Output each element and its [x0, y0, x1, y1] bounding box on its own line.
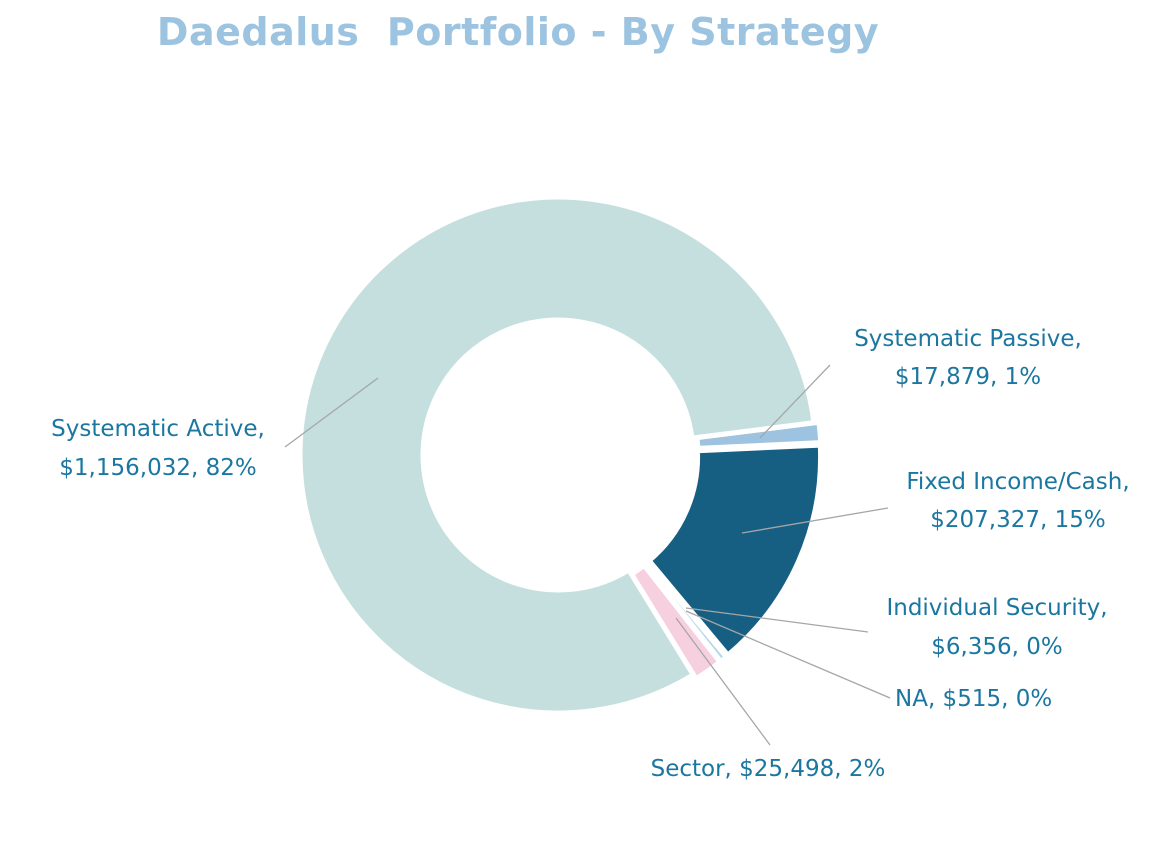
data-label: NA, $515, 0% — [895, 686, 1052, 712]
slice-systematic-active — [297, 194, 817, 716]
data-label: Sector, $25,498, 2% — [651, 756, 886, 782]
data-label: $6,356, 0% — [931, 634, 1063, 660]
chart-title: Daedalus Portfolio - By Strategy — [156, 10, 880, 54]
data-label: $1,156,032, 82% — [59, 455, 256, 481]
data-label: $207,327, 15% — [930, 507, 1106, 533]
leader-line — [675, 617, 771, 746]
data-label: Fixed Income/Cash, — [906, 469, 1129, 495]
data-label: Individual Security, — [886, 595, 1107, 621]
data-label: Systematic Active, — [51, 416, 265, 442]
slice-fixed-income-cash — [645, 442, 824, 659]
leader-line — [284, 377, 379, 448]
leader-line — [759, 364, 831, 439]
data-label: $17,879, 1% — [895, 364, 1041, 390]
leader-line — [685, 607, 869, 633]
leader-line — [741, 507, 889, 534]
leader-line — [685, 610, 891, 699]
data-label: Systematic Passive, — [854, 326, 1082, 352]
